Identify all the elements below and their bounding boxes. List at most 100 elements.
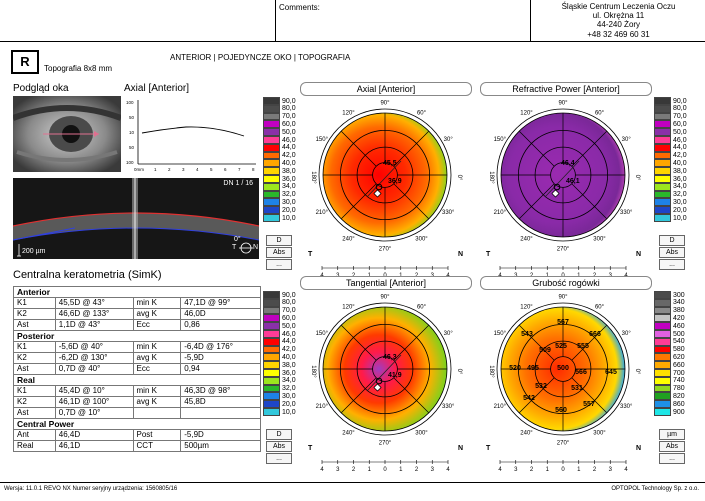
thickness-value: 520 xyxy=(509,365,521,372)
axis-tick-label: 4 xyxy=(624,467,628,473)
simk-cell: K1 xyxy=(13,341,56,353)
axis-n-label: N xyxy=(458,445,463,452)
unit-d-button[interactable]: D xyxy=(266,235,292,246)
angle-label: 300° xyxy=(415,237,428,243)
footer-left: Wersja: 11.0.1 REVO NX Numer seryjny urz… xyxy=(4,486,178,492)
thickness-value: 543 xyxy=(521,331,533,338)
eye-side-badge: R xyxy=(11,50,39,74)
angle-label: 90° xyxy=(380,295,390,301)
polar-map[interactable]: 90° 60° 30° 0° 330° 300° 270° 240° 210° 180° 150° 1… xyxy=(300,90,472,280)
angle-label: 120° xyxy=(520,110,533,116)
unit-um-button[interactable]: µm xyxy=(659,429,685,440)
color-scale-label: 42,0 xyxy=(673,152,687,160)
more-options-button[interactable]: ... xyxy=(266,259,292,270)
thickness-value: 560 xyxy=(555,407,567,414)
graph-x-label: 8 xyxy=(252,167,255,172)
header-divider xyxy=(530,0,531,42)
color-scale-label: 42,0 xyxy=(282,346,296,354)
color-scale-label: 50,0 xyxy=(673,128,687,136)
angle-label: 180° xyxy=(488,171,494,184)
color-scale-label: 44,0 xyxy=(282,338,296,346)
simk-cell: Ast xyxy=(13,319,56,331)
axis-tick-label: 2 xyxy=(352,467,356,473)
angle-label: 0° xyxy=(456,175,462,181)
angle-label: 30° xyxy=(622,331,632,337)
angle-label: 150° xyxy=(316,137,329,143)
angle-label: 90° xyxy=(380,101,390,107)
polar-map-svg[interactable]: 90° 60° 30° 0° 330° 300° 270° 240° 210° 180° 150° 1… xyxy=(478,284,650,474)
simk-cell: 1,1D @ 43° xyxy=(54,319,134,331)
axis-n-label: N xyxy=(636,445,641,452)
color-scale-label: 20,0 xyxy=(673,206,687,214)
graph-y-label: 50 xyxy=(129,145,135,150)
thickness-value: 557 xyxy=(583,401,595,408)
simk-section-name: Anterior xyxy=(13,286,261,298)
simk-cell: min K xyxy=(132,297,182,309)
polar-map-svg[interactable]: 90° 60° 30° 0° 330° 300° 270° 240° 210° 180° 150° 1… xyxy=(478,90,650,280)
color-scale-swatch xyxy=(654,214,671,222)
color-scale-swatch xyxy=(263,314,280,323)
color-scale-label: 38,0 xyxy=(673,167,687,175)
more-options-button[interactable]: ... xyxy=(659,259,685,270)
map-title: Axial [Anterior] xyxy=(300,82,472,96)
polar-map-svg[interactable]: 90° 60° 30° 0° 330° 300° 270° 240° 210° 180° 150° 1… xyxy=(300,284,472,474)
simk-section-header: Central Power xyxy=(13,418,261,430)
simk-cell: avg K xyxy=(132,308,182,320)
simk-cell: Real xyxy=(13,440,56,452)
color-scale-swatch xyxy=(263,182,280,191)
color-scale-swatch xyxy=(654,136,671,144)
thickness-value: 566 xyxy=(575,369,587,376)
thickness-value: 495 xyxy=(527,365,539,372)
color-scale-swatch xyxy=(263,306,280,315)
unit-d-button[interactable]: D xyxy=(659,235,685,246)
color-scale-label: 46,0 xyxy=(282,330,296,338)
more-options-button[interactable]: ... xyxy=(659,453,685,464)
axis-tick-label: 4 xyxy=(498,467,502,473)
color-scale-swatch xyxy=(654,175,671,183)
angle-label: 0° xyxy=(634,175,640,181)
color-scale-swatch xyxy=(263,408,280,416)
polar-map-svg[interactable]: 90° 60° 30° 0° 330° 300° 270° 240° 210° 180° 150° 1… xyxy=(300,90,472,280)
unit-d-button[interactable]: D xyxy=(266,429,292,440)
more-options-button[interactable]: ... xyxy=(266,453,292,464)
angle-label: 180° xyxy=(488,365,494,378)
axis-tick-label: 2 xyxy=(415,467,419,473)
color-scale-label: 60,0 xyxy=(282,314,296,322)
angle-label: 210° xyxy=(316,404,329,410)
abs-scale-button[interactable]: Abs xyxy=(659,441,685,452)
color-scale-swatch xyxy=(654,392,671,401)
simk-cell: Ecc xyxy=(132,363,182,375)
simk-cell: K2 xyxy=(13,396,56,408)
polar-map[interactable]: 90° 60° 30° 0° 330° 300° 270° 240° 210° 180° 150° 1… xyxy=(478,90,650,280)
thickness-value: 542 xyxy=(523,395,535,402)
simk-cell: 0,7D @ 40° xyxy=(54,363,134,375)
thickness-value: 509 xyxy=(539,347,551,354)
abs-scale-button[interactable]: Abs xyxy=(266,247,292,258)
color-scale-swatch xyxy=(654,190,671,199)
polar-map[interactable]: 90° 60° 30° 0° 330° 300° 270° 240° 210° 180° 150° 1… xyxy=(300,284,472,474)
color-scale-swatch xyxy=(654,182,671,191)
color-scale-label: 90,0 xyxy=(673,97,687,105)
axis-tick-label: 1 xyxy=(546,467,550,473)
angle-label: 270° xyxy=(557,441,570,447)
simk-row: Ast 1,1D @ 43° Ecc 0,86 xyxy=(13,319,261,331)
abs-scale-button[interactable]: Abs xyxy=(266,441,292,452)
simk-cell: -5,9D xyxy=(180,352,261,364)
simk-cell: 0,86 xyxy=(180,319,261,331)
color-scale-label: 10,0 xyxy=(673,214,687,222)
polar-map[interactable]: 90° 60° 30° 0° 330° 300° 270° 240° 210° 180° 150° 1… xyxy=(478,284,650,474)
map-spoke xyxy=(518,183,555,220)
abs-scale-button[interactable]: Abs xyxy=(659,247,685,258)
color-scale-swatch xyxy=(263,151,280,160)
angle-label: 120° xyxy=(342,110,355,116)
angle-label: 150° xyxy=(316,331,329,337)
color-scale-swatch xyxy=(654,120,671,129)
angle-label: 330° xyxy=(620,210,633,216)
angle-label: 300° xyxy=(593,431,606,437)
map-ring xyxy=(372,356,398,382)
exam-mode: ANTERIOR | POJEDYNCZE OKO | TOPOGRAFIA xyxy=(170,53,351,62)
axis-t-label: T xyxy=(308,445,313,452)
color-scale-swatch xyxy=(654,337,671,346)
angle-label: 30° xyxy=(622,137,632,143)
color-scale-label: 60,0 xyxy=(282,120,296,128)
